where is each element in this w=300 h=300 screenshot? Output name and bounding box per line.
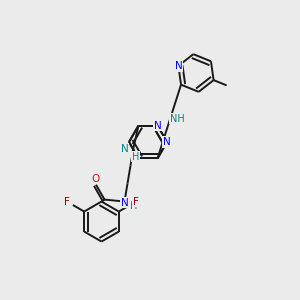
Text: F: F (64, 196, 70, 206)
Text: N: N (175, 61, 182, 71)
Text: H: H (130, 200, 137, 211)
Text: N: N (154, 121, 161, 130)
Text: NH: NH (170, 114, 184, 124)
Text: N: N (121, 197, 128, 208)
Text: O: O (92, 173, 100, 184)
Text: F: F (133, 196, 139, 206)
Text: N: N (121, 143, 128, 154)
Text: H: H (132, 152, 139, 161)
Text: N: N (163, 137, 171, 147)
